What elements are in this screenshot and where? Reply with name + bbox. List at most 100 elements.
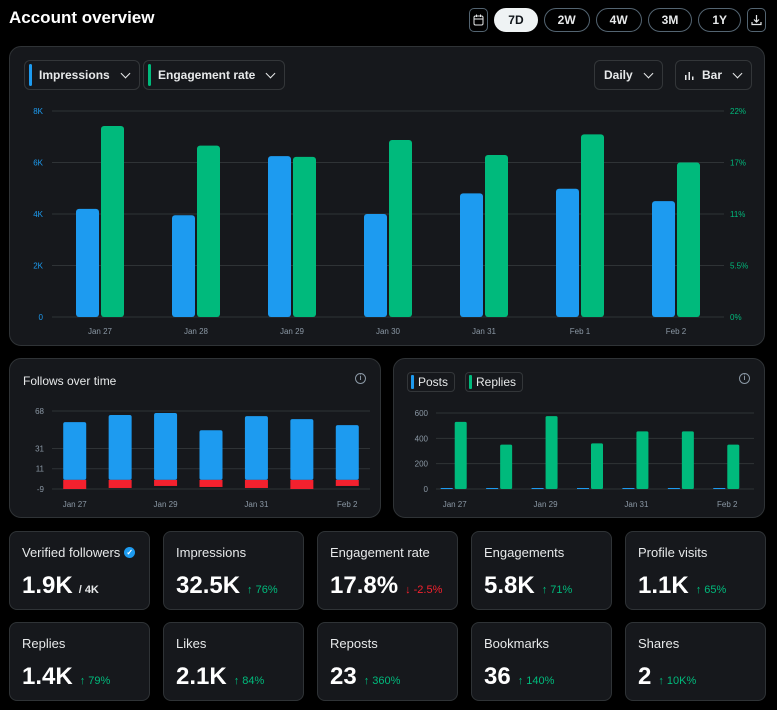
x-tick-label: Jan 27 bbox=[443, 500, 468, 509]
x-tick-label: Feb 2 bbox=[717, 500, 738, 509]
engagement-bar bbox=[677, 162, 700, 317]
y-tick: 400 bbox=[415, 434, 429, 443]
metric1-dropdown[interactable]: Impressions bbox=[24, 60, 140, 90]
download-button[interactable] bbox=[747, 8, 766, 32]
posts-chart: 0 200 400 600 Jan 27 Jan 29 Jan 31 Feb 2 bbox=[415, 409, 754, 509]
metric-value: 32.5K bbox=[176, 572, 241, 599]
metric-change-value: 84% bbox=[242, 675, 265, 687]
metric-change-value: 71% bbox=[550, 584, 573, 596]
metric-label-text: Engagements bbox=[484, 545, 565, 560]
download-icon bbox=[751, 15, 762, 26]
metric-change-value: 10K% bbox=[666, 675, 697, 687]
metric-label-text: Impressions bbox=[176, 545, 247, 560]
impressions-bar bbox=[556, 188, 579, 317]
metric-label-text: Likes bbox=[176, 636, 207, 651]
metric-label-text: Reposts bbox=[330, 636, 378, 651]
impressions-bar bbox=[364, 214, 387, 317]
y-tick-left: 4K bbox=[33, 210, 43, 219]
metric2-dropdown[interactable]: Engagement rate bbox=[143, 60, 286, 90]
y-tick: 600 bbox=[415, 409, 429, 418]
y-tick-right: 17% bbox=[730, 159, 746, 168]
metric-label: Replies bbox=[22, 636, 65, 651]
metric-value: 2 bbox=[638, 663, 652, 690]
replies-bar bbox=[545, 416, 558, 489]
metric-label-text: Bookmarks bbox=[484, 636, 550, 651]
engagement-bar bbox=[485, 155, 508, 317]
follows-bar bbox=[199, 430, 223, 480]
metric-card: Engagements 5.8K ↑ 71% bbox=[471, 531, 612, 610]
range-4w-button[interactable]: 4W bbox=[595, 8, 642, 32]
follows-bar bbox=[335, 425, 359, 480]
metric-label: Bookmarks bbox=[484, 636, 549, 651]
metric-label: Impressions bbox=[176, 545, 246, 560]
range-1y-button[interactable]: 1Y bbox=[698, 8, 741, 32]
impressions-bar bbox=[76, 208, 99, 317]
main-chart-panel: Impressions Engagement rate Daily Bar 0 0… bbox=[9, 46, 765, 346]
range-3m-button[interactable]: 3M bbox=[647, 8, 693, 32]
engagement-bar bbox=[581, 134, 604, 317]
range-2w-button[interactable]: 2W bbox=[543, 8, 590, 32]
y-tick: 31 bbox=[35, 444, 44, 453]
metric-value-row: 23 ↑ 360% bbox=[330, 663, 400, 691]
metric-value-row: 17.8% ↓ -2.5% bbox=[330, 572, 442, 600]
x-tick-label: Jan 31 bbox=[244, 500, 269, 509]
metric-value-row: 36 ↑ 140% bbox=[484, 663, 554, 691]
unfollows-bar bbox=[199, 479, 223, 487]
metric-card: Verified followers ✓ 1.9K / 4K bbox=[9, 531, 150, 610]
follows-bar bbox=[244, 416, 268, 480]
arrow-up-icon: ↑ bbox=[233, 675, 243, 687]
metric-value: 1.1K bbox=[638, 572, 689, 599]
y-tick: -9 bbox=[37, 485, 45, 494]
metric-value-row: 1.4K ↑ 79% bbox=[22, 663, 110, 691]
metric-change-value: 79% bbox=[88, 675, 111, 687]
x-tick-label: Jan 27 bbox=[63, 500, 88, 509]
chart-type-dropdown[interactable]: Bar bbox=[675, 60, 753, 90]
y-tick: 200 bbox=[415, 460, 429, 469]
arrow-down-icon: ↓ bbox=[405, 584, 414, 596]
calendar-button[interactable] bbox=[469, 8, 489, 32]
y-tick: 68 bbox=[35, 407, 44, 416]
impressions-bar bbox=[172, 215, 195, 317]
metric-label: Engagements bbox=[484, 545, 564, 560]
posts-bar bbox=[577, 488, 589, 489]
metric-change: ↑ 140% bbox=[518, 675, 555, 687]
metric-change: ↑ 360% bbox=[364, 675, 401, 687]
x-tick-label: Feb 1 bbox=[570, 327, 591, 336]
metric-label: Likes bbox=[176, 636, 206, 651]
follows-bar bbox=[290, 419, 314, 480]
metric-value-row: 1.9K / 4K bbox=[22, 572, 99, 600]
metric-label-text: Verified followers bbox=[22, 545, 121, 560]
y-tick-right: 5.5% bbox=[730, 262, 748, 271]
metric-value: 17.8% bbox=[330, 572, 399, 599]
metric-label-text: Engagement rate bbox=[330, 545, 430, 560]
engagement-bar bbox=[101, 125, 124, 318]
replies-bar bbox=[636, 431, 649, 489]
range-7d-button[interactable]: 7D bbox=[494, 8, 538, 32]
metric1-label: Impressions bbox=[39, 68, 110, 82]
replies-bar bbox=[500, 444, 513, 489]
metric2-label: Engagement rate bbox=[158, 68, 256, 82]
metric-value: 1.4K bbox=[22, 663, 73, 690]
follows-bar bbox=[108, 415, 132, 480]
metric-label-text: Shares bbox=[638, 636, 680, 651]
y-tick-right: 22% bbox=[730, 107, 746, 116]
unfollows-bar bbox=[154, 479, 178, 486]
metric-label-text: Profile visits bbox=[638, 545, 708, 560]
metric-value-row: 5.8K ↑ 71% bbox=[484, 572, 572, 600]
metric-change-value: 360% bbox=[372, 675, 401, 687]
interval-label: Daily bbox=[604, 68, 633, 82]
info-icon[interactable]: i bbox=[739, 373, 750, 384]
posts-toggle[interactable]: Posts bbox=[407, 372, 456, 392]
metric-card: Replies 1.4K ↑ 79% bbox=[9, 622, 150, 701]
interval-dropdown[interactable]: Daily bbox=[594, 60, 663, 90]
follows-title: Follows over time bbox=[23, 374, 117, 388]
arrow-up-icon: ↑ bbox=[541, 584, 551, 596]
y-tick-left: 0 bbox=[39, 313, 44, 322]
replies-toggle[interactable]: Replies bbox=[465, 372, 524, 392]
engagement-bar bbox=[197, 145, 220, 317]
y-tick-right: 0% bbox=[730, 313, 742, 322]
posts-bar bbox=[531, 488, 544, 489]
posts-swatch bbox=[411, 375, 414, 389]
info-icon[interactable]: i bbox=[355, 373, 366, 384]
metric-value: 36 bbox=[484, 663, 511, 690]
